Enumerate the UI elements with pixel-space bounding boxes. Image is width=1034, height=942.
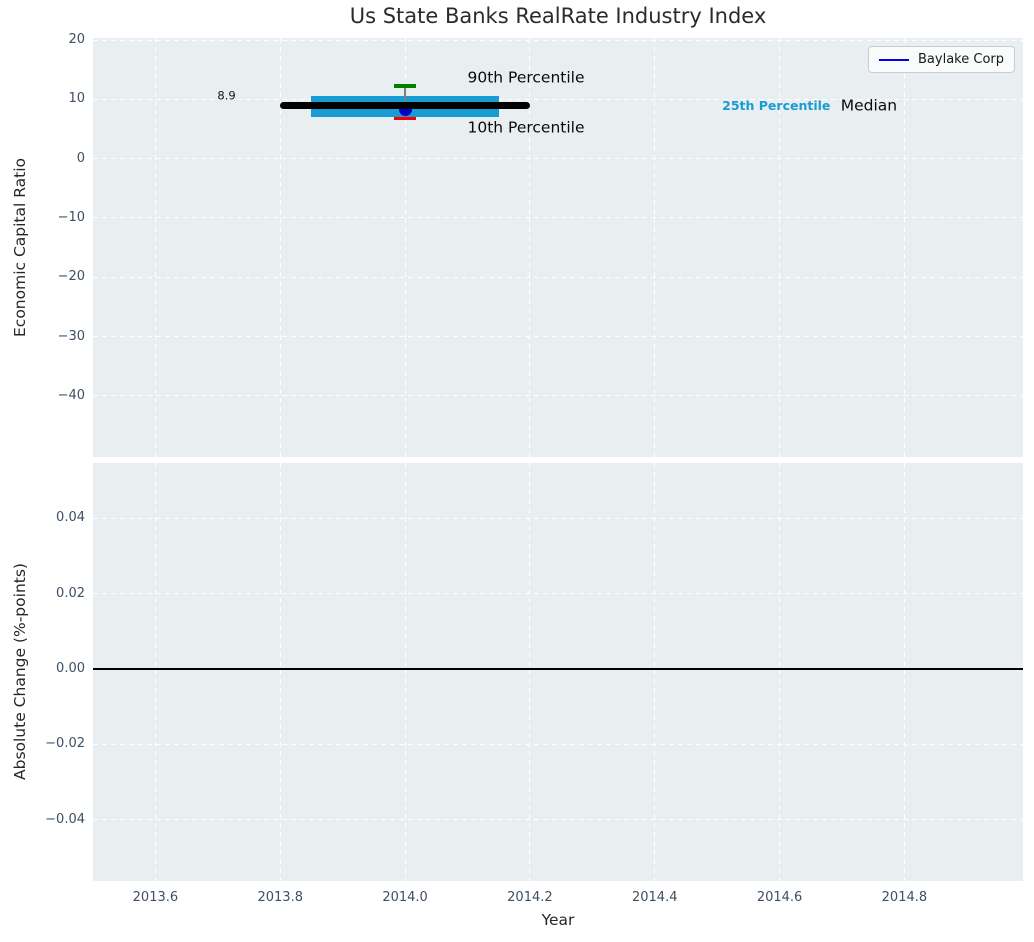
x-tick-label: 2014.0 [382, 890, 428, 905]
median-line [280, 102, 530, 110]
percentile-whisker-cap-high [394, 84, 417, 89]
gridline-x [279, 38, 281, 457]
gridline-y [93, 158, 1023, 160]
gridline-x [779, 38, 781, 457]
gridline-x [404, 463, 406, 881]
annotation-median: Median [840, 96, 898, 115]
gridline-y [93, 819, 1023, 821]
y-tick-label: 0.02 [56, 585, 85, 601]
gridline-x [654, 38, 656, 457]
axes-bottom [93, 463, 1023, 881]
y-tick-label: 10 [68, 91, 85, 107]
annotation-8-9: 8.9 [217, 88, 236, 103]
gridline-y [93, 39, 1023, 41]
x-tick-label: 2014.2 [507, 890, 553, 905]
y-axis-label-bottom: Absolute Change (%-points) [11, 563, 29, 781]
x-tick-label: 2013.8 [257, 890, 303, 905]
legend-line-sample [879, 58, 910, 61]
y-tick-label: −0.02 [45, 736, 85, 752]
gridline-x [903, 463, 905, 881]
y-tick-label: −0.04 [45, 811, 85, 827]
y-tick-label: −20 [57, 269, 85, 285]
x-tick-label: 2014.6 [756, 890, 803, 905]
x-tick-label: 2014.4 [631, 890, 678, 905]
gridline-y [93, 276, 1023, 278]
gridline-x [903, 38, 905, 457]
legend-label: Baylake Corp [918, 52, 1004, 67]
gridline-y [93, 743, 1023, 745]
gridline-y [93, 98, 1023, 100]
legend: Baylake Corp [868, 46, 1015, 73]
x-tick-label: 2014.8 [881, 890, 928, 905]
annotation-90th-percentile: 90th Percentile [467, 68, 585, 87]
y-tick-label: 0 [76, 150, 85, 166]
gridline-x [654, 463, 656, 881]
gridline-y [93, 395, 1023, 397]
y-tick-label: 20 [68, 32, 85, 48]
gridline-y [93, 217, 1023, 219]
annotation-10th-percentile: 10th Percentile [467, 118, 585, 137]
gridline-x [154, 463, 156, 881]
x-axis-label: Year [541, 911, 575, 929]
y-axis-label-top: Economic Capital Ratio [11, 157, 29, 338]
gridline-x [404, 38, 406, 457]
gridline-x [779, 463, 781, 881]
x-tick-label: 2013.6 [132, 890, 179, 905]
percentile-whisker-cap-low [394, 116, 417, 120]
y-tick-label: 0.04 [56, 510, 85, 526]
gridline-y [93, 517, 1023, 519]
y-tick-label: 0.00 [56, 660, 85, 676]
gridline-x [529, 463, 531, 881]
gridline-y [93, 336, 1023, 338]
gridline-x [154, 38, 156, 457]
y-tick-label: −30 [57, 328, 85, 344]
percentile-whisker-line [404, 86, 406, 119]
gridline-x [279, 463, 281, 881]
chart-title: Us State Banks RealRate Industry Index [349, 4, 767, 28]
gridline-y [93, 593, 1023, 595]
annotation-25th-percentile: 25th Percentile [722, 98, 831, 114]
axes-top: Baylake Corp 8.9 90th Percentile 10th Perc… [93, 38, 1023, 457]
y-tick-label: −40 [57, 387, 85, 403]
zero-line [93, 667, 1023, 670]
y-tick-label: −10 [57, 209, 85, 225]
gridline-x [529, 38, 531, 457]
